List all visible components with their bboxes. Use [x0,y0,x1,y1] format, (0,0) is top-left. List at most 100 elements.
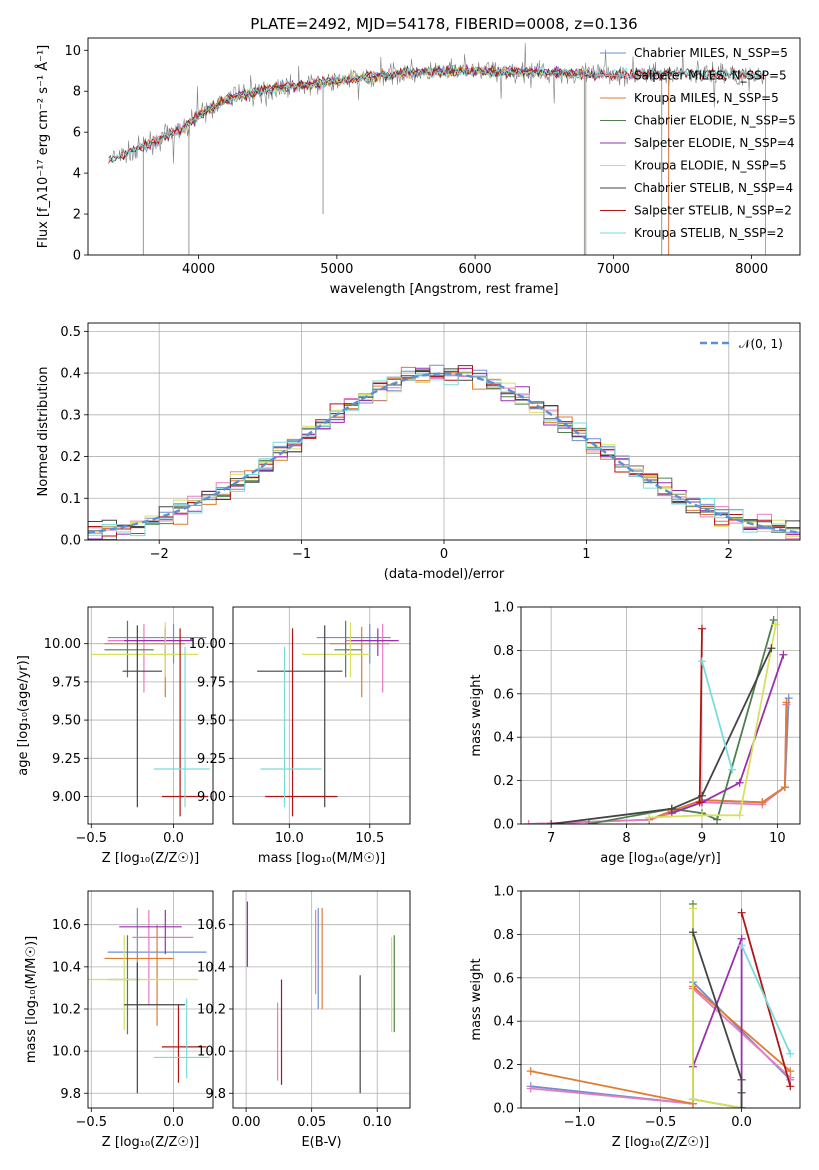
y-tick-label: 0.8 [493,644,514,659]
x-tick-label: 0.0 [163,831,184,846]
x-tick-label: 8000 [735,262,768,277]
y-tick-label: 0.6 [493,687,514,702]
y-tick-label: 0 [73,249,81,264]
y-tick-label: 0.1 [60,492,81,507]
data-point [695,798,704,807]
x-tick-label: 6000 [459,262,492,277]
y-axis-label: mass weight [469,958,484,1040]
x-tick-label: 7 [547,831,555,846]
y-axis-label: Normed distribution [36,367,51,497]
data-point [728,765,737,774]
legend-label: Chabrier ELODIE, N_SSP=5 [634,114,796,128]
x-tick-label: 2 [725,547,733,562]
x-tick-label: −0.5 [76,1115,108,1130]
axes-frame [87,890,214,1109]
axes-frame [232,606,411,825]
y-tick-label: 0.8 [493,928,514,943]
axes-7 [517,890,800,1112]
y-tick-label: 10.0 [197,1045,226,1060]
y-tick-label: 9.50 [197,714,226,729]
model-spectrum-8 [108,64,765,164]
data-point [737,941,746,950]
data-point [779,650,788,659]
chart-title: PLATE=2492, MJD=54178, FIBERID=0008, z=0… [250,15,637,33]
data-point [697,624,706,633]
data-point [735,778,744,787]
x-axis-label: mass [log₁₀(M/M☉)] [258,851,385,866]
x-tick-label: 9 [698,831,706,846]
y-tick-label: 1.0 [493,601,514,616]
x-tick-label: 7000 [597,262,630,277]
legend-label: Kroupa MILES, N_SSP=5 [634,91,779,105]
y-tick-label: 9.00 [197,790,226,805]
data-point [769,616,778,625]
data-point [786,1049,795,1058]
data-point [784,694,793,703]
y-tick-label: 9.75 [197,675,226,690]
data-point [526,1084,535,1093]
weight-line-4 [671,654,785,814]
x-tick-label: −0.5 [76,831,108,846]
y-tick-label: 9.8 [205,1087,226,1102]
y-tick-label: 0.0 [493,818,514,833]
y-axis-label: age [log₁₀(age/yr)] [16,655,31,776]
data-point [737,1104,746,1108]
weight-line-2 [648,702,788,821]
axes-6 [229,891,410,1112]
y-tick-label: 10.4 [52,960,81,975]
data-point [645,813,654,822]
y-tick-label: 10 [64,44,81,59]
y-tick-label: 0.2 [493,774,514,789]
y-tick-label: 9.8 [60,1087,81,1102]
y-tick-label: 8 [73,85,81,100]
x-tick-label: 0.10 [363,1115,392,1130]
axes-frame [87,606,214,825]
y-tick-label: 10.00 [189,637,226,652]
x-axis-label: Z [log₁₀(Z/Z☉)] [612,1135,709,1150]
data-point [584,820,593,824]
x-tick-label: 8 [622,831,630,846]
x-tick-label: 0.05 [297,1115,326,1130]
y-tick-label: 10.2 [197,1002,226,1017]
data-point [688,928,697,937]
data-point [713,815,722,824]
data-point [526,1067,535,1076]
legend-label: Salpeter ELODIE, N_SSP=4 [634,136,795,150]
data-point [758,798,767,807]
weight-line-1 [528,704,788,824]
weight-line-6 [692,931,743,1108]
data-point [697,657,706,666]
y-axis-label: mass [log₁₀(M/M☉)] [24,936,39,1063]
weight-line-6 [551,647,773,824]
x-tick-label: 5000 [320,262,353,277]
data-point [771,620,780,629]
data-point [735,811,744,820]
y-tick-label: 9.50 [52,714,81,729]
x-tick-label: −0.5 [645,1115,677,1130]
data-point [737,1075,746,1084]
y-tick-label: 0.6 [493,971,514,986]
model-spectrum-6 [108,64,765,164]
axes-5 [84,891,213,1112]
y-tick-label: 9.25 [197,752,226,767]
legend-label: Salpeter MILES, N_SSP=5 [634,69,787,83]
x-axis-label: age [log₁₀(age/yr)] [600,851,721,866]
data-point [667,804,676,813]
legend-label: Chabrier MILES, N_SSP=5 [634,46,788,60]
x-axis-label: Z [log₁₀(Z/Z☉)] [102,851,199,866]
normal-curve [88,372,800,534]
data-point [697,811,706,820]
y-tick-label: 10.6 [52,918,81,933]
axes-frame [520,606,801,825]
x-tick-label: 1 [582,547,590,562]
y-tick-label: 0.0 [60,534,81,549]
legend-label: Salpeter STELIB, N_SSP=2 [634,204,792,218]
data-point [780,783,789,792]
data-point [547,820,556,824]
y-tick-label: 9.00 [52,790,81,805]
y-tick-label: 9.75 [52,675,81,690]
y-tick-label: 2 [73,208,81,223]
data-point [737,908,746,917]
y-tick-label: 10.0 [52,1045,81,1060]
